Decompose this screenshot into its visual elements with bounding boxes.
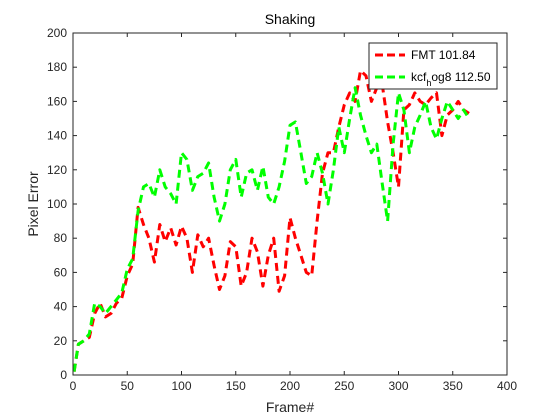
x-tick-label: 400 xyxy=(497,379,517,393)
legend-label-2: kcfhog8 112.50 xyxy=(411,70,491,88)
y-tick-label: 200 xyxy=(47,26,67,40)
y-tick-label: 180 xyxy=(47,60,67,74)
y-tick-label: 100 xyxy=(47,197,67,211)
y-tick-label: 60 xyxy=(54,265,68,279)
y-axis-label: Pixel Error xyxy=(25,171,41,237)
y-tick-label: 120 xyxy=(47,163,67,177)
x-tick-label: 200 xyxy=(280,379,300,393)
x-tick-label: 150 xyxy=(226,379,246,393)
y-tick-label: 160 xyxy=(47,94,67,108)
y-tick-label: 80 xyxy=(54,231,68,245)
y-tick-label: 20 xyxy=(54,334,68,348)
x-tick-label: 350 xyxy=(443,379,463,393)
series-layer xyxy=(72,69,471,372)
ticks-layer: 0 50 100 150 200 250 300 350 400 0 20 40 60 80 100 120 1… xyxy=(47,26,517,393)
x-axis-label: Frame# xyxy=(266,399,314,415)
legend-items: FMT 101.84 kcfhog8 112.50 xyxy=(375,48,491,88)
x-tick-label: 250 xyxy=(334,379,354,393)
legend-label-1: FMT 101.84 xyxy=(411,48,476,62)
series-line-2 xyxy=(72,86,471,372)
y-tick-label: 140 xyxy=(47,129,67,143)
plot-area xyxy=(73,33,507,375)
chart-title: Shaking xyxy=(265,11,316,27)
x-tick-label: 100 xyxy=(171,379,191,393)
legend-box xyxy=(368,42,498,90)
legend: FMT 101.84 kcfhog8 112.50 xyxy=(368,42,498,90)
x-tick-label: 300 xyxy=(388,379,408,393)
x-tick-label: 50 xyxy=(121,379,135,393)
y-tick-label: 40 xyxy=(54,300,68,314)
x-tick-label: 0 xyxy=(70,379,77,393)
y-tick-label: 0 xyxy=(60,368,67,382)
